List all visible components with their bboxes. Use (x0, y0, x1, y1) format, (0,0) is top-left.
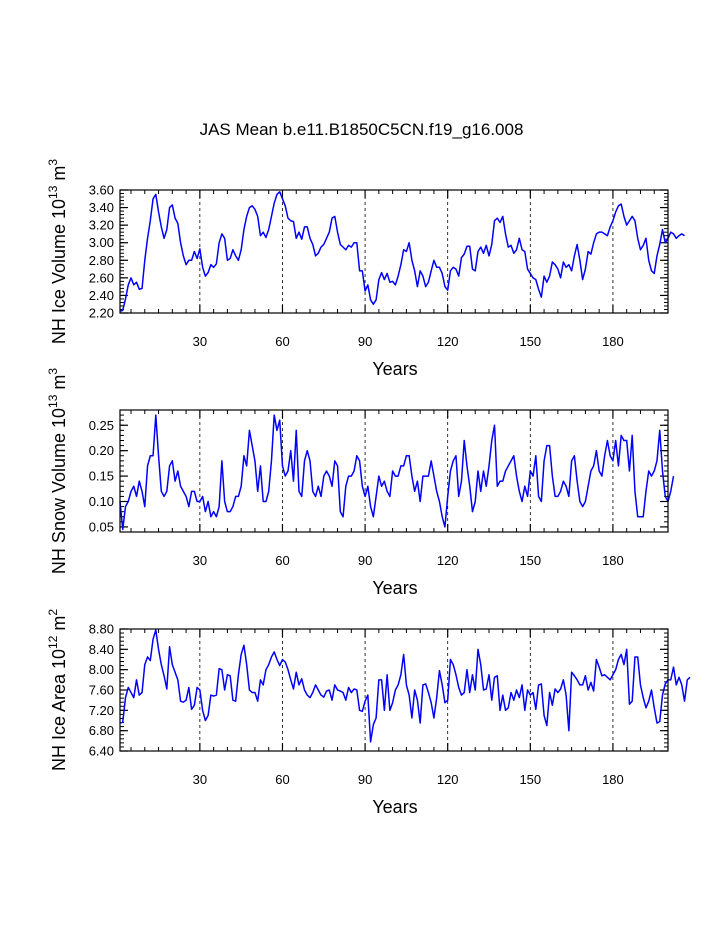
x-tick-label: 120 (437, 553, 459, 568)
x-tick-label: 90 (358, 334, 372, 349)
y-tick-label: 7.20 (89, 703, 114, 718)
y-tick-label: 2.60 (89, 270, 114, 285)
figure-title: JAS Mean b.e11.B1850C5CN.f19_g16.008 (199, 120, 524, 139)
y-tick-label: 2.80 (89, 253, 114, 268)
x-tick-label: 60 (275, 772, 289, 787)
y-tick-label: 3.00 (89, 235, 114, 250)
data-series-line (119, 191, 685, 312)
y-tick-label: 8.00 (89, 662, 114, 677)
y-tick-label: 7.60 (89, 683, 114, 698)
x-tick-label: 90 (358, 772, 372, 787)
y-tick-label: 2.40 (89, 288, 114, 303)
y-tick-label: 0.25 (89, 418, 114, 433)
x-tick-label: 60 (275, 553, 289, 568)
chart-panel-2: 30 60 90 120 150 180 0.05 0.10 0.15 0.20 0.25 Years… (46, 368, 675, 598)
y-tick-label: 3.60 (89, 183, 114, 198)
y-axis-label: NH Ice Volume 1013 m3 (46, 159, 69, 344)
x-tick-label: 150 (519, 334, 541, 349)
data-series-line (119, 414, 675, 531)
x-tick-label: 180 (602, 334, 624, 349)
y-tick-label: 0.10 (89, 494, 114, 509)
y-tick-label: 0.05 (89, 519, 114, 534)
y-axis-label: NH Snow Volume 1013 m3 (46, 368, 69, 574)
x-tick-label: 120 (437, 772, 459, 787)
plot-frame (119, 189, 669, 314)
x-tick-label: 30 (193, 772, 207, 787)
x-tick-label: 150 (519, 772, 541, 787)
x-tick-label: 30 (193, 334, 207, 349)
x-axis-label: Years (372, 797, 417, 817)
y-tick-label: 6.40 (89, 744, 114, 759)
data-series-line (119, 629, 691, 743)
x-axis-label: Years (372, 578, 417, 598)
plot-frame (119, 409, 669, 533)
x-tick-label: 180 (602, 553, 624, 568)
y-tick-label: 6.80 (89, 723, 114, 738)
x-axis-label: Years (372, 359, 417, 379)
y-tick-label: 8.80 (89, 622, 114, 637)
plot-frame (119, 628, 669, 752)
y-tick-label: 0.15 (89, 469, 114, 484)
y-tick-label: 3.40 (89, 200, 114, 215)
y-tick-label: 3.20 (89, 218, 114, 233)
chart-panel-1: 30 60 90 120 150 180 2.20 2.40 2.60 2.80 3.00 3.20 3… (46, 159, 685, 379)
x-tick-label: 60 (275, 334, 289, 349)
x-tick-label: 180 (602, 772, 624, 787)
y-tick-label: 0.20 (89, 443, 114, 458)
x-tick-label: 30 (193, 553, 207, 568)
x-tick-label: 120 (437, 334, 459, 349)
y-tick-label: 2.20 (89, 306, 114, 321)
x-tick-label: 150 (519, 553, 541, 568)
y-axis-label: NH Ice Area 1012 m2 (46, 609, 69, 771)
y-tick-label: 8.40 (89, 642, 114, 657)
chart-panel-3: 30 60 90 120 150 180 6.40 6.80 7.20 7.60 8.00 8.40 8… (46, 609, 691, 817)
x-tick-label: 90 (358, 553, 372, 568)
